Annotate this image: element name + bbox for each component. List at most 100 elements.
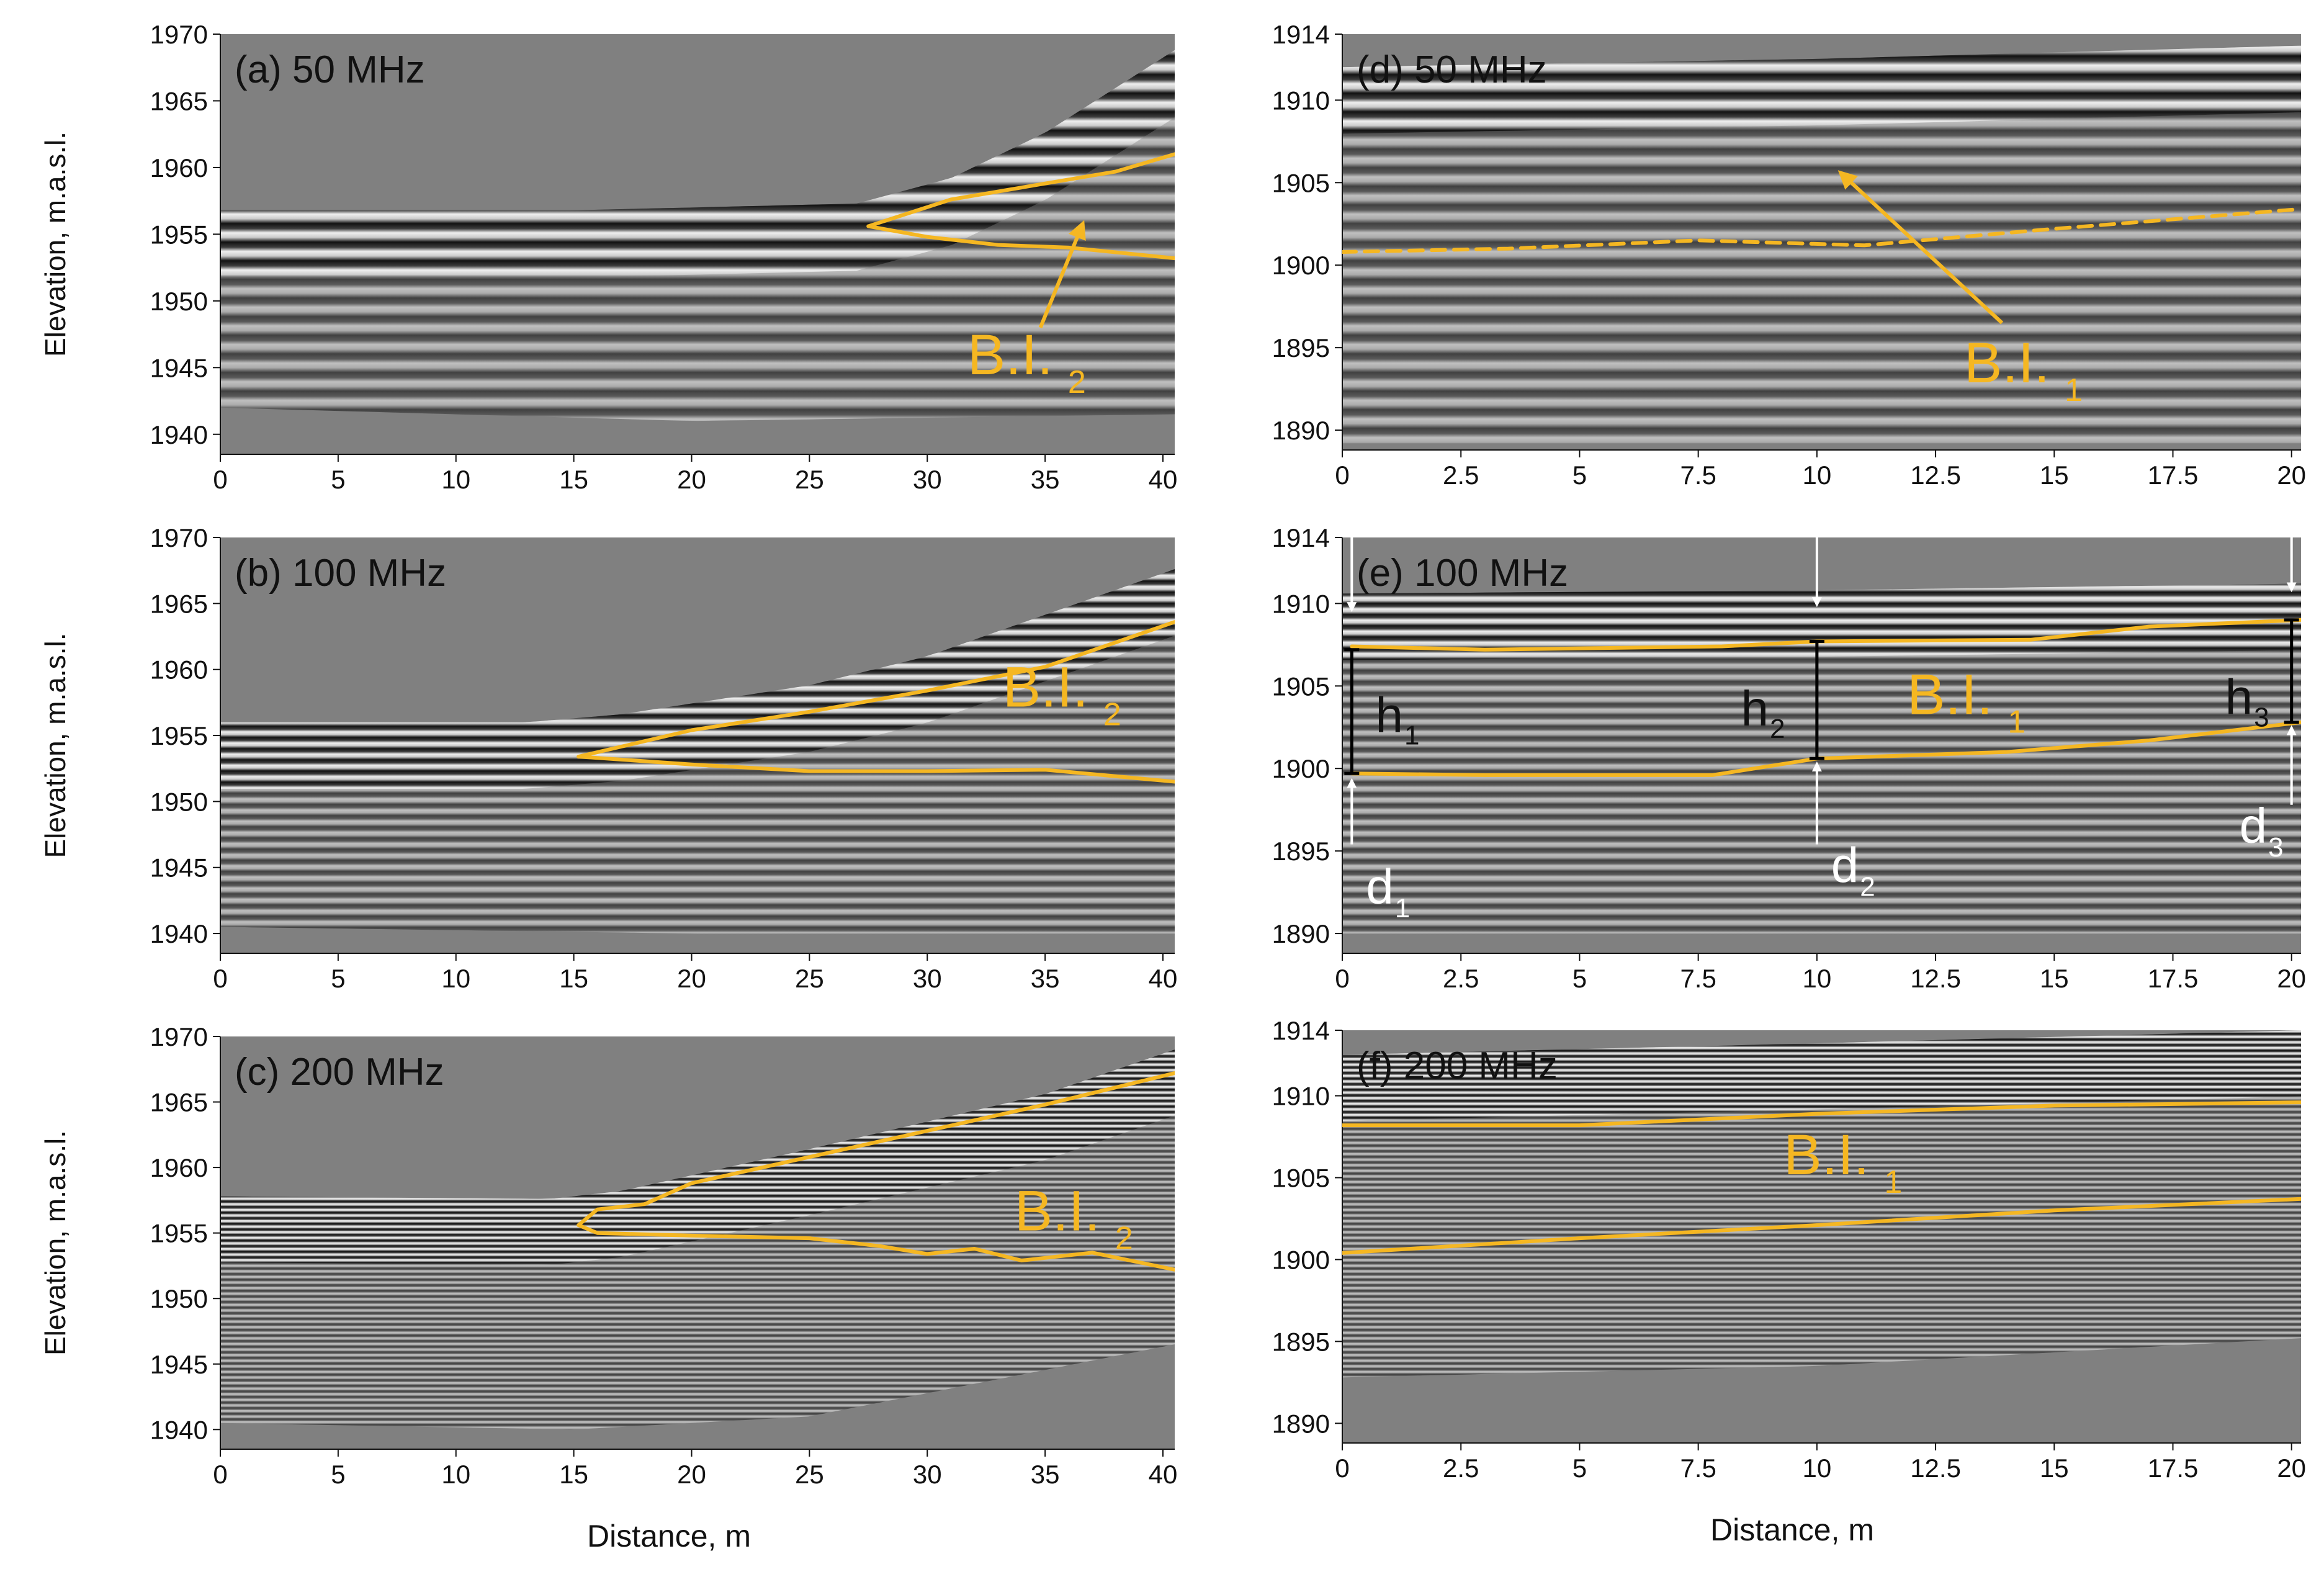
radargram-strong-reflections bbox=[220, 569, 1175, 789]
x-tick-label: 10 bbox=[1802, 964, 1831, 993]
y-tick-label: 1945 bbox=[150, 853, 208, 883]
x-tick-label: 5 bbox=[1573, 1454, 1587, 1483]
y-tick-label: 1900 bbox=[1272, 251, 1330, 280]
radargram-strong-reflections bbox=[1342, 583, 2301, 660]
y-axis-label: Elevation, m.a.s.l. bbox=[39, 132, 71, 357]
x-tick-label: 0 bbox=[1335, 461, 1349, 490]
y-tick-label: 1905 bbox=[1272, 168, 1330, 197]
x-tick-label: 5 bbox=[331, 465, 345, 494]
y-tick-label: 1970 bbox=[150, 1022, 208, 1051]
x-tick-label: 2.5 bbox=[1443, 461, 1479, 490]
y-tick-label: 1895 bbox=[1272, 1327, 1330, 1356]
y-tick-label: 1960 bbox=[150, 655, 208, 685]
x-tick-label: 0 bbox=[213, 465, 227, 494]
radargram-strong-reflections bbox=[1342, 1030, 2301, 1121]
y-tick-label: 1905 bbox=[1272, 1164, 1330, 1193]
boundary-interface-line bbox=[1342, 1100, 2301, 1128]
y-tick-label: 1895 bbox=[1272, 837, 1330, 866]
y-tick-label: 1960 bbox=[150, 153, 208, 182]
x-tick-label: 20 bbox=[2277, 1454, 2306, 1483]
y-tick-label: 1900 bbox=[1272, 754, 1330, 783]
x-tick-label: 10 bbox=[441, 964, 470, 993]
y-tick-label: 1910 bbox=[1272, 1082, 1330, 1111]
panel-title: (f) 200 MHz bbox=[1357, 1045, 1558, 1087]
x-tick-label: 17.5 bbox=[2148, 461, 2199, 490]
x-tick-label: 0 bbox=[1335, 964, 1349, 993]
y-axis-label: Elevation, m.a.s.l. bbox=[39, 632, 71, 858]
x-tick-label: 20 bbox=[677, 465, 706, 494]
x-tick-label: 15 bbox=[2040, 1454, 2069, 1483]
boundary-interface-line bbox=[577, 1071, 1175, 1227]
y-tick-label: 1945 bbox=[150, 1350, 208, 1379]
x-tick-label: 25 bbox=[795, 1460, 824, 1489]
radargram-strong-reflections bbox=[220, 1049, 1175, 1265]
y-tick-label: 1910 bbox=[1272, 86, 1330, 115]
annotation-arrow bbox=[1038, 220, 1086, 328]
boundary-interface-line bbox=[866, 224, 1175, 261]
x-tick-label: 17.5 bbox=[2148, 1454, 2199, 1483]
x-tick-label: 5 bbox=[331, 964, 345, 993]
x-tick-label: 15 bbox=[559, 465, 588, 494]
x-tick-label: 5 bbox=[1573, 964, 1587, 993]
x-tick-label: 15 bbox=[559, 964, 588, 993]
y-tick-label: 1945 bbox=[150, 353, 208, 382]
x-tick-label: 5 bbox=[1573, 461, 1587, 490]
x-tick-label: 25 bbox=[795, 964, 824, 993]
y-tick-label: 1900 bbox=[1272, 1245, 1330, 1274]
x-tick-label: 30 bbox=[913, 964, 942, 993]
boundary-interface-line bbox=[577, 1223, 1175, 1272]
y-tick-label: 1890 bbox=[1272, 1409, 1330, 1438]
x-tick-label: 15 bbox=[2040, 964, 2069, 993]
y-tick-label: 1955 bbox=[150, 1219, 208, 1248]
x-tick-label: 35 bbox=[1031, 465, 1060, 494]
x-tick-label: 12.5 bbox=[1910, 461, 1961, 490]
y-tick-label: 1914 bbox=[1272, 20, 1330, 49]
x-tick-label: 30 bbox=[913, 1460, 942, 1489]
boundary-interface-line bbox=[577, 755, 1175, 784]
panel-d: 0 2.5 5 7.5 10 12.5 15 17.5 20 1890 1895 1900 1905 19… bbox=[1272, 20, 2306, 490]
x-tick-label: 2.5 bbox=[1443, 1454, 1479, 1483]
y-tick-label: 1914 bbox=[1272, 523, 1330, 552]
y-tick-label: 1940 bbox=[150, 1415, 208, 1444]
x-tick-label: 15 bbox=[559, 1460, 588, 1489]
y-tick-label: 1914 bbox=[1272, 1016, 1330, 1045]
x-tick-label: 35 bbox=[1031, 964, 1060, 993]
x-tick-label: 20 bbox=[677, 1460, 706, 1489]
x-axis-label-left: Distance, m bbox=[587, 1519, 751, 1553]
radargram-strong-reflections bbox=[1342, 45, 2301, 134]
x-tick-label: 0 bbox=[213, 1460, 227, 1489]
y-tick-label: 1970 bbox=[150, 523, 208, 552]
x-tick-label: 0 bbox=[1335, 1454, 1349, 1483]
x-tick-label: 0 bbox=[213, 964, 227, 993]
y-tick-label: 1960 bbox=[150, 1153, 208, 1182]
y-tick-label: 1970 bbox=[150, 20, 208, 49]
x-tick-label: 7.5 bbox=[1680, 1454, 1716, 1483]
x-tick-label: 30 bbox=[913, 465, 942, 494]
panel-b: 0 5 10 15 20 25 30 35 40 1940 1945 1950 1955 1960 1965… bbox=[39, 523, 1177, 993]
x-tick-label: 10 bbox=[1802, 461, 1831, 490]
x-tick-label: 7.5 bbox=[1680, 461, 1716, 490]
x-tick-label: 17.5 bbox=[2148, 964, 2199, 993]
y-tick-label: 1965 bbox=[150, 589, 208, 618]
panel-title: (a) 50 MHz bbox=[235, 48, 425, 91]
y-tick-label: 1940 bbox=[150, 919, 208, 948]
x-tick-label: 40 bbox=[1149, 465, 1178, 494]
annotation-arrow bbox=[1837, 170, 2004, 325]
panel-a: 0 5 10 15 20 25 30 35 40 1940 1945 1950 1955 1960 1965… bbox=[39, 20, 1177, 494]
x-tick-label: 25 bbox=[795, 465, 824, 494]
panel-c: 0 5 10 15 20 25 30 35 40 1940 1945 1950 1955 1960 1965… bbox=[39, 1022, 1177, 1489]
panel-e: 0 2.5 5 7.5 10 12.5 15 17.5 20 1890 1895 1900 1905 19… bbox=[1272, 523, 2306, 993]
y-tick-label: 1890 bbox=[1272, 919, 1330, 948]
y-axis-label: Elevation, m.a.s.l. bbox=[39, 1130, 71, 1355]
boundary-interface-line bbox=[1342, 207, 2301, 254]
x-tick-label: 7.5 bbox=[1680, 964, 1716, 993]
radargram-strong-reflections bbox=[220, 50, 1175, 278]
y-tick-label: 1950 bbox=[150, 1284, 208, 1313]
x-tick-label: 20 bbox=[677, 964, 706, 993]
y-tick-label: 1940 bbox=[150, 420, 208, 449]
y-tick-label: 1950 bbox=[150, 287, 208, 316]
x-tick-label: 2.5 bbox=[1443, 964, 1479, 993]
boundary-interface-line bbox=[1342, 1197, 2301, 1255]
x-tick-label: 12.5 bbox=[1910, 964, 1961, 993]
